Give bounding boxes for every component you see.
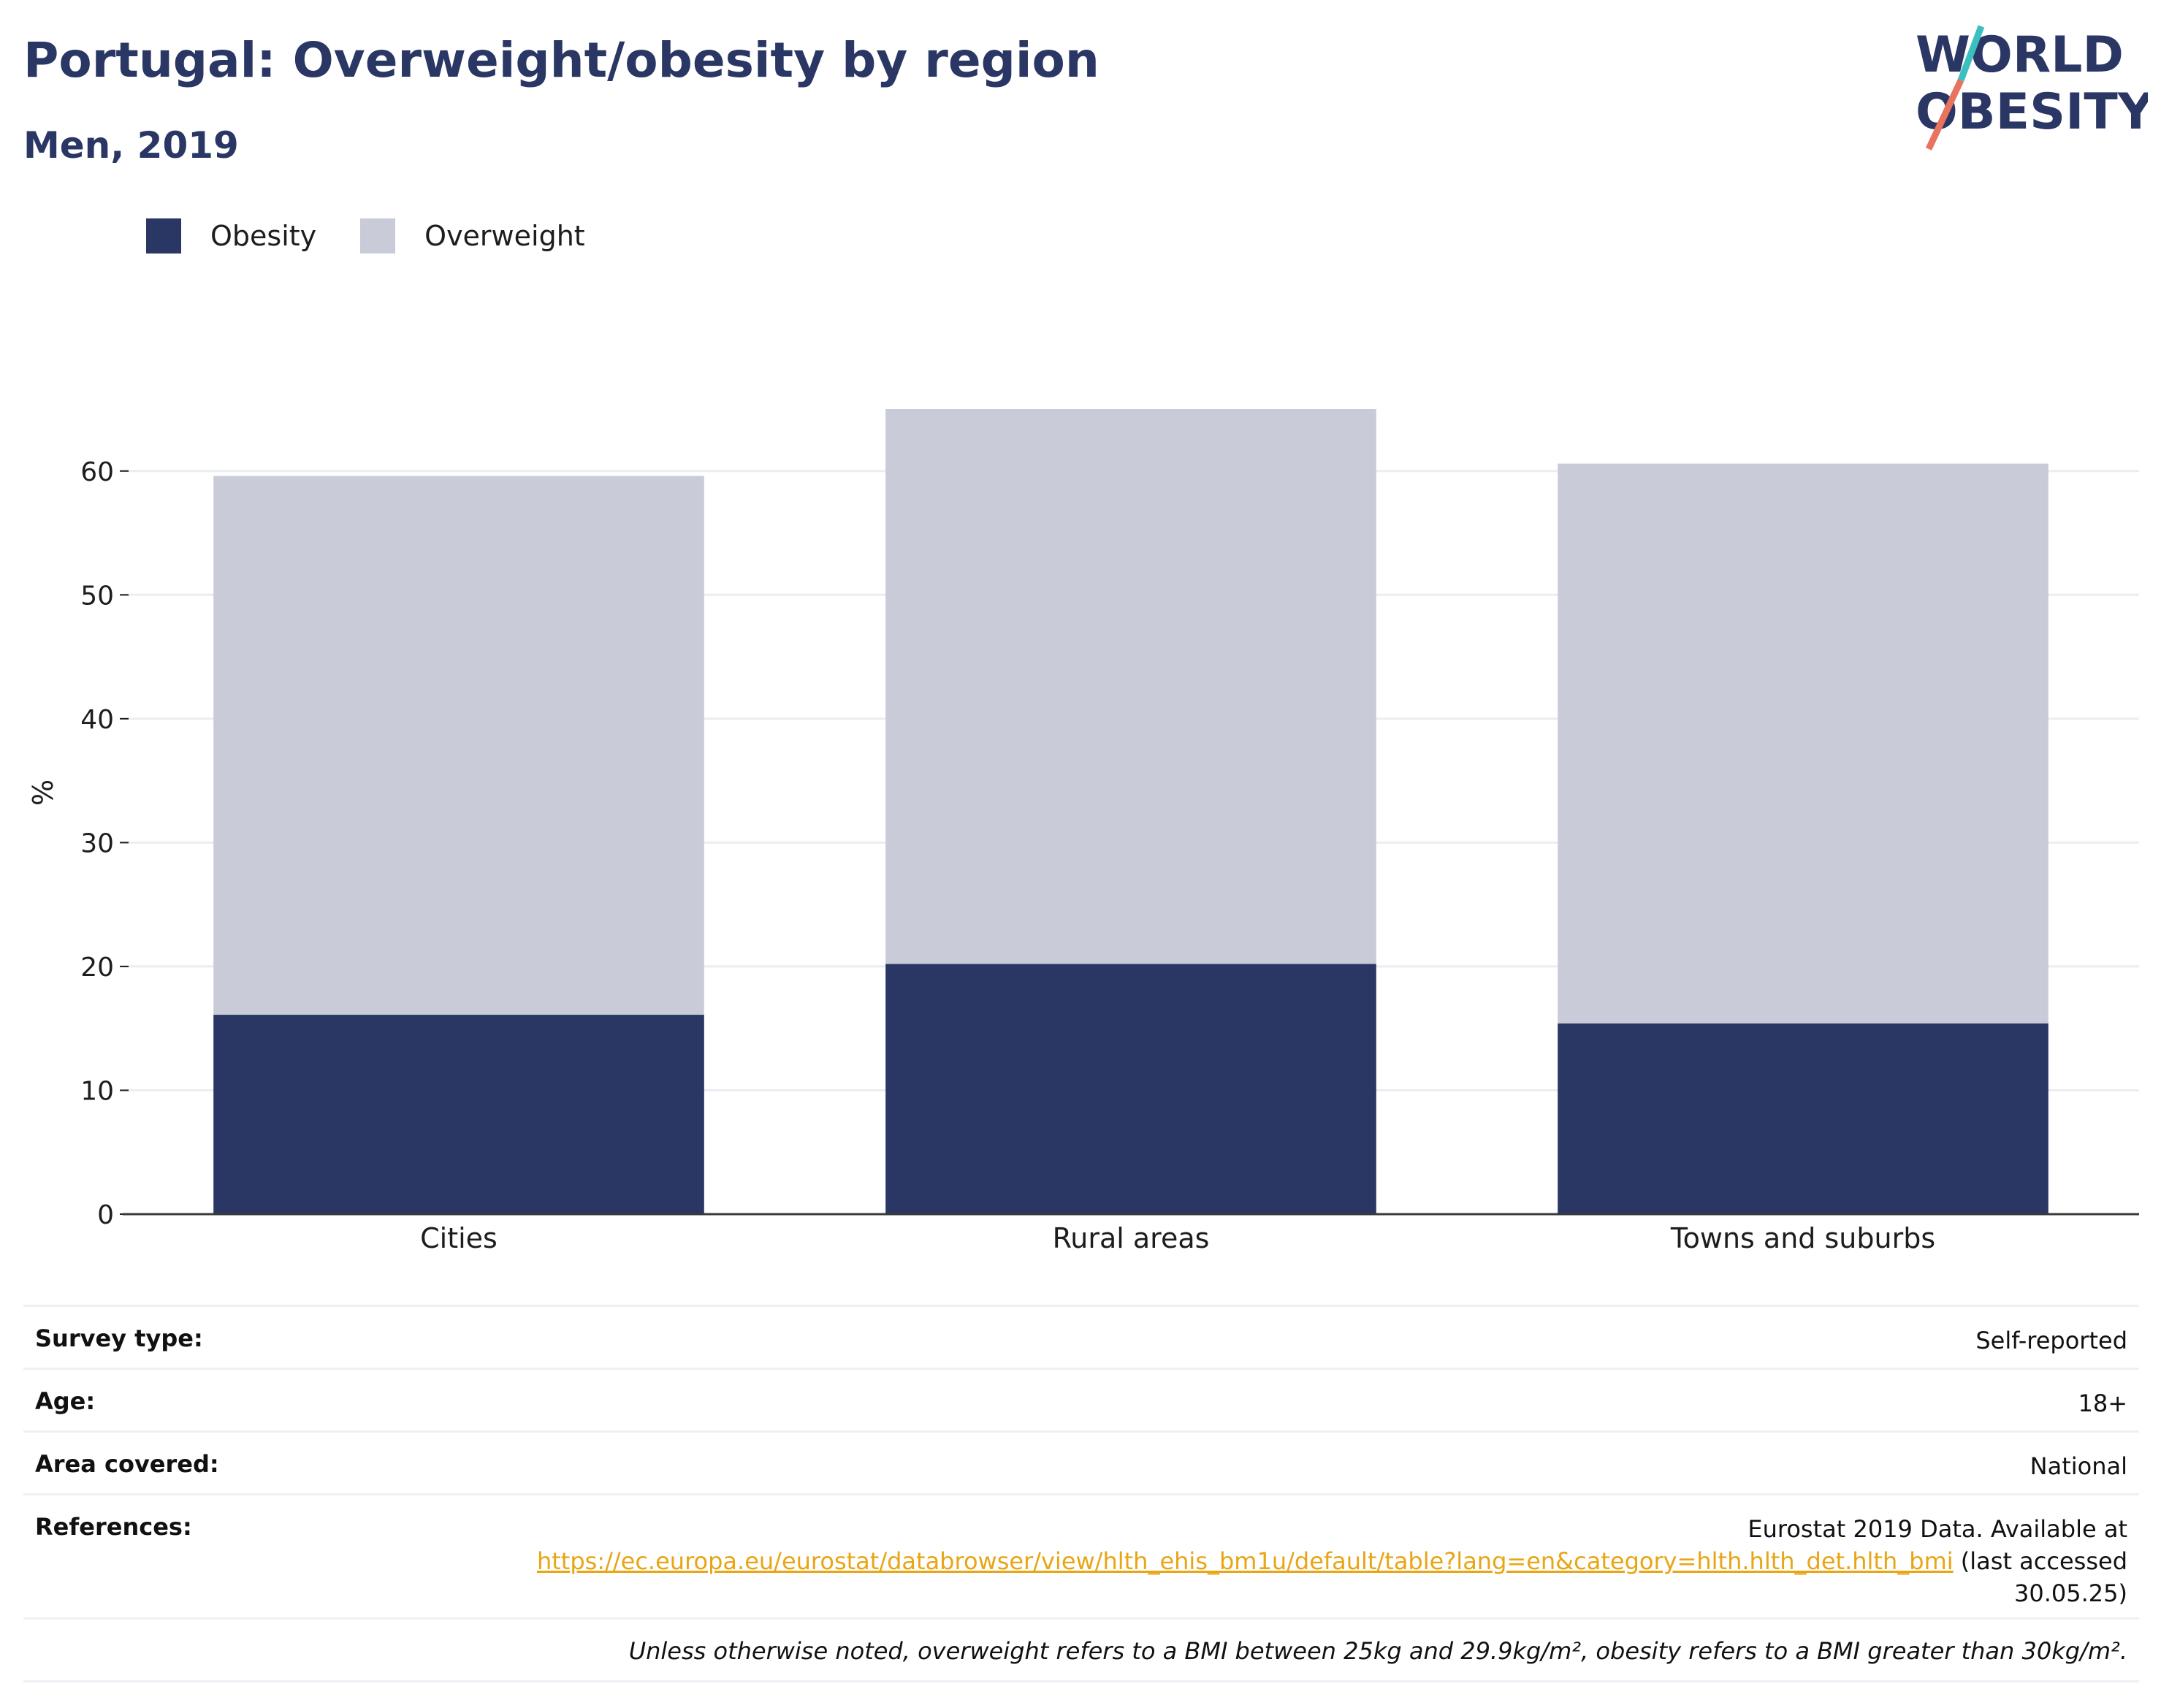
references-line3: 30.05.25) [2014, 1579, 2127, 1607]
survey-type-value: Self-reported [1975, 1327, 2127, 1354]
world-obesity-logo: WORLD OBESITY [1916, 25, 2148, 150]
references-line1: Eurostat 2019 Data. Available at [1748, 1515, 2127, 1543]
logo-word-world: WORLD [1916, 26, 2124, 84]
y-tick-label: 50 [80, 581, 114, 611]
bar-overweight [885, 409, 1376, 964]
references-label: References: [35, 1513, 192, 1541]
footnote: Unless otherwise noted, overweight refer… [628, 1637, 2127, 1665]
legend-item-obesity[interactable]: Obesity [146, 218, 316, 253]
bar-chart: 0 10 20 30 40 50 60% Cities Rural areas Towns and… [27, 409, 2139, 1254]
y-tick-label: 30 [80, 828, 114, 858]
area-label: Area covered: [35, 1450, 219, 1478]
info-row-footnote: Unless otherwise noted, overweight refer… [23, 1617, 2139, 1680]
info-bottom-rule [23, 1680, 2139, 1682]
bar-obesity [1558, 1023, 2048, 1214]
references-value: Eurostat 2019 Data. Available at https:/… [536, 1513, 2127, 1607]
y-tick-label: 0 [97, 1200, 114, 1230]
y-tick-label: 20 [80, 953, 114, 983]
legend-item-overweight[interactable]: Overweight [360, 218, 585, 253]
info-row-area: Area covered: National [23, 1430, 2139, 1493]
info-row-age: Age: 18+ [23, 1368, 2139, 1430]
bar-overweight [213, 476, 704, 1015]
info-row-references: References: Eurostat 2019 Data. Availabl… [23, 1493, 2139, 1617]
survey-type-label: Survey type: [35, 1324, 203, 1352]
x-tick-label: Towns and suburbs [1670, 1222, 1935, 1254]
legend-label-overweight: Overweight [424, 220, 585, 252]
chart-legend: Obesity Overweight [146, 216, 629, 256]
references-suffix: (last accessed [1953, 1547, 2127, 1575]
chart-title: Portugal: Overweight/obesity by region [23, 32, 1099, 88]
y-tick-label: 10 [80, 1076, 114, 1106]
legend-swatch-overweight [360, 218, 396, 253]
bar-obesity [213, 1015, 704, 1214]
chart-subtitle: Men, 2019 [23, 124, 239, 167]
legend-swatch-obesity [146, 218, 181, 253]
bar-obesity [885, 964, 1376, 1214]
bar-overweight [1558, 463, 2048, 1023]
age-label: Age: [35, 1387, 96, 1415]
x-tick-label: Rural areas [1053, 1222, 1210, 1254]
area-value: National [2029, 1452, 2127, 1480]
info-row-survey-type: Survey type: Self-reported [23, 1305, 2139, 1368]
references-link[interactable]: https://ec.europa.eu/eurostat/databrowse… [536, 1547, 1954, 1575]
y-axis-label: % [27, 779, 59, 806]
y-tick-label: 40 [80, 705, 114, 735]
y-tick-label: 60 [80, 457, 114, 487]
age-value: 18+ [2078, 1389, 2127, 1417]
info-table: Survey type: Self-reported Age: 18+ Area… [23, 1305, 2139, 1682]
x-tick-label: Cities [420, 1222, 498, 1254]
legend-label-obesity: Obesity [210, 220, 317, 252]
